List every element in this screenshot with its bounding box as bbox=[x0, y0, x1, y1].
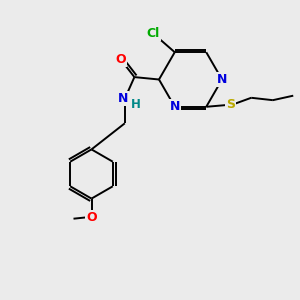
Text: Cl: Cl bbox=[146, 27, 160, 40]
Text: H: H bbox=[131, 98, 141, 111]
Text: O: O bbox=[86, 211, 97, 224]
Text: N: N bbox=[118, 92, 128, 105]
Text: O: O bbox=[116, 53, 126, 66]
Text: N: N bbox=[169, 100, 180, 113]
Text: N: N bbox=[217, 73, 227, 86]
Text: S: S bbox=[226, 98, 236, 111]
